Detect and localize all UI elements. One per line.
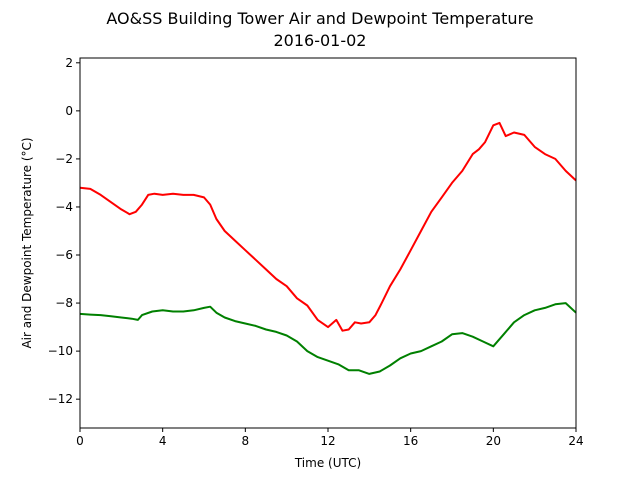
y-tick-label: −10 [48, 344, 73, 358]
y-tick-label: −8 [55, 296, 73, 310]
series-layer [79, 121, 577, 375]
x-axis-label: Time (UTC) [294, 456, 361, 470]
x-tick-label: 16 [403, 434, 418, 448]
x-tick-label: 8 [242, 434, 250, 448]
series-line-2 [79, 302, 577, 375]
plot-frame [79, 57, 577, 429]
series-line-1 [79, 121, 577, 332]
y-tick-label: 2 [65, 56, 73, 70]
x-tick-label: 12 [320, 434, 335, 448]
x-tick-label: 20 [486, 434, 501, 448]
y-axis-label: Air and Dewpoint Temperature (°C) [20, 137, 34, 348]
chart-subtitle: 2016-01-02 [274, 31, 367, 50]
y-tick-label: −2 [55, 152, 73, 166]
y-tick-label: −6 [55, 248, 73, 262]
y-tick-label: −4 [55, 200, 73, 214]
y-tick-label: 0 [65, 104, 73, 118]
x-tick-label: 0 [76, 434, 84, 448]
chart-title: AO&SS Building Tower Air and Dewpoint Te… [106, 9, 533, 28]
y-tick-label: −12 [48, 392, 73, 406]
y-axis-ticks: 2 0 −2 −4 −6 −8 −10 −12 [48, 56, 80, 406]
x-tick-label: 24 [568, 434, 583, 448]
x-tick-label: 4 [159, 434, 167, 448]
x-axis-ticks: 0 4 8 12 16 20 24 [76, 428, 584, 448]
